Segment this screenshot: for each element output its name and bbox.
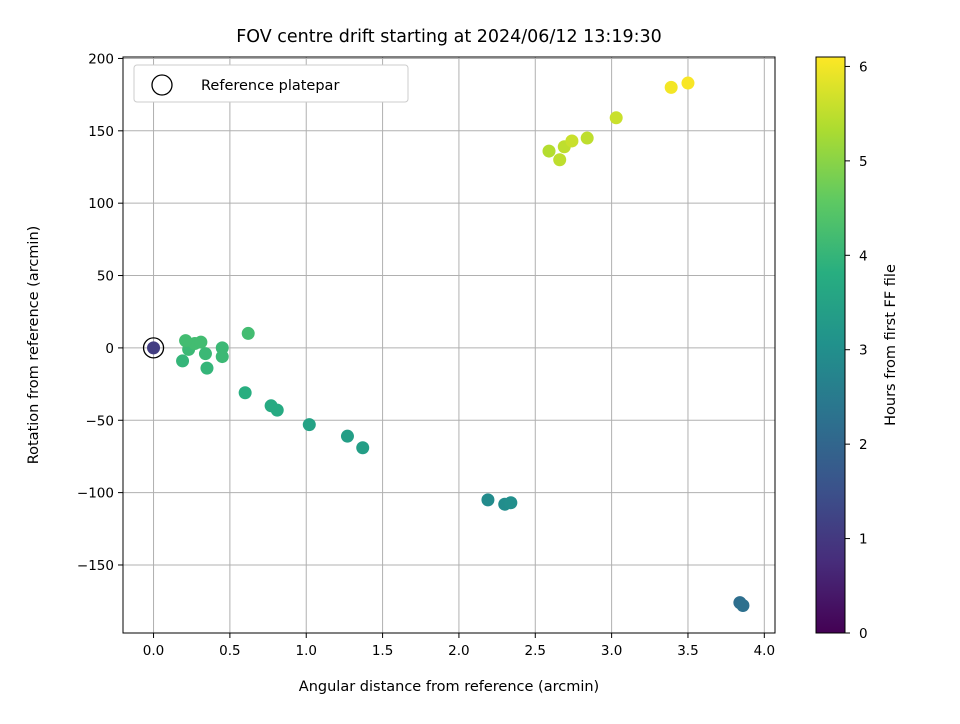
colorbar-tick-label: 5 <box>859 154 868 170</box>
x-tick-label: 3.5 <box>677 643 698 659</box>
x-tick-label: 1.5 <box>372 643 393 659</box>
colorbar-tick-label: 2 <box>859 437 868 453</box>
y-tick-label: −100 <box>77 486 114 502</box>
data-point <box>542 144 556 158</box>
colorbar-tick-label: 3 <box>859 343 868 359</box>
y-tick-label: 100 <box>88 196 114 212</box>
data-point <box>215 341 229 355</box>
data-point <box>200 361 214 375</box>
data-point <box>198 347 212 361</box>
data-point <box>681 76 695 90</box>
data-point <box>565 134 579 148</box>
colorbar: 0 1 2 3 4 5 6 Hours from first FF file <box>815 56 899 642</box>
data-point <box>179 334 193 348</box>
x-tick-label: 0.5 <box>219 643 240 659</box>
x-tick-label: 4.0 <box>754 643 775 659</box>
y-tick-label: 200 <box>88 51 114 67</box>
data-point <box>176 354 190 368</box>
data-point <box>194 335 208 349</box>
legend-label: Reference platepar <box>201 78 339 94</box>
reference-marker <box>142 337 165 359</box>
data-point <box>264 399 278 413</box>
x-tick-label: 0.0 <box>143 643 164 659</box>
data-point <box>340 429 354 443</box>
y-tick-label: −150 <box>77 558 114 574</box>
colorbar-tick-label: 6 <box>859 59 868 75</box>
grid <box>123 57 775 633</box>
data-point <box>302 418 316 432</box>
colorbar-tick-label: 1 <box>859 532 868 548</box>
data-point <box>553 153 567 167</box>
y-tick-label: 50 <box>97 269 114 285</box>
x-axis: 0.0 0.5 1.0 1.5 2.0 2.5 3.0 3.5 4.0 <box>143 633 775 659</box>
data-point <box>664 80 678 94</box>
y-axis-label: Rotation from reference (arcmin) <box>26 226 42 465</box>
legend: Reference platepar <box>133 64 409 103</box>
colorbar-tick-label: 4 <box>859 248 868 264</box>
data-point <box>580 131 594 145</box>
x-tick-label: 1.0 <box>295 643 316 659</box>
data-point <box>147 341 161 355</box>
colorbar-frame <box>815 56 846 634</box>
plot-frame <box>122 56 776 634</box>
colorbar-tick-label: 0 <box>859 626 868 642</box>
y-tick-label: 150 <box>88 124 114 140</box>
legend-box <box>133 64 409 103</box>
data-point <box>238 386 252 400</box>
x-tick-label: 3.0 <box>601 643 622 659</box>
y-axis: −150 −100 −50 0 50 100 150 200 <box>77 51 123 574</box>
chart-title: FOV centre drift starting at 2024/06/12 … <box>236 27 662 47</box>
colorbar-gradient <box>816 57 845 633</box>
x-tick-label: 2.5 <box>525 643 546 659</box>
legend-marker <box>151 74 173 96</box>
y-tick-label: 0 <box>105 341 114 357</box>
data-point <box>241 326 255 340</box>
colorbar-ticks: 0 1 2 3 4 5 6 <box>845 59 868 642</box>
y-tick-label: −50 <box>86 413 115 429</box>
data-point <box>504 496 518 510</box>
data-points <box>142 76 750 613</box>
x-tick-label: 2.0 <box>448 643 469 659</box>
data-point <box>609 111 623 125</box>
data-point <box>356 441 370 455</box>
x-axis-label: Angular distance from reference (arcmin) <box>299 679 599 695</box>
data-point <box>481 493 495 507</box>
colorbar-label: Hours from first FF file <box>883 264 899 426</box>
data-point <box>736 599 750 613</box>
